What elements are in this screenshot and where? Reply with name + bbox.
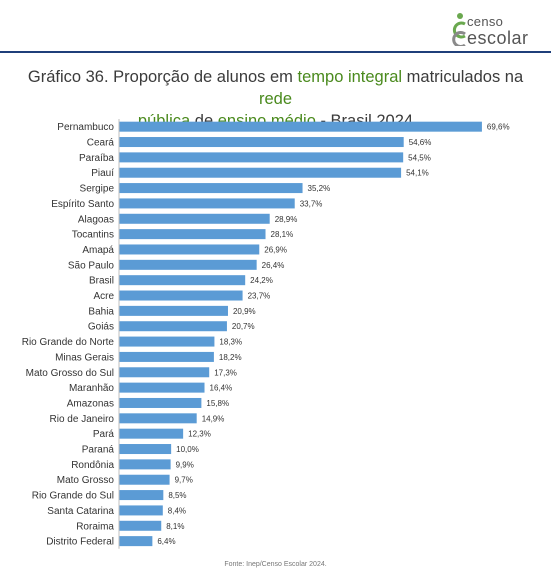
category-label: Goiás (88, 322, 114, 333)
data-label: 26,9% (264, 245, 287, 254)
category-label: Espírito Santo (51, 199, 114, 210)
data-label: 17,3% (214, 368, 237, 377)
category-label: Brasil (89, 276, 114, 287)
bar (119, 490, 164, 501)
data-label: 24,2% (250, 276, 273, 285)
category-label: Rio Grande do Norte (22, 337, 115, 348)
category-label: Piauí (91, 168, 114, 179)
category-label: Paraná (82, 445, 115, 456)
source-note: Fonte: Inep/Censo Escolar 2024. (224, 561, 327, 568)
bar (119, 121, 482, 132)
data-label: 10,0% (176, 445, 199, 454)
category-label: Bahia (88, 306, 114, 317)
category-label: Amazonas (67, 398, 114, 409)
bar-chart: Pernambuco 69,6% Ceará 54,6% Paraíba 54,5% Pia… (22, 119, 510, 549)
data-label: 18,2% (219, 353, 242, 362)
data-label: 33,7% (300, 199, 323, 208)
data-label: 69,6% (487, 123, 510, 132)
data-label: 8,4% (168, 506, 186, 515)
category-label: Rio Grande do Sul (32, 491, 114, 502)
category-label: Maranhão (69, 383, 114, 394)
data-label: 9,9% (176, 460, 194, 469)
title-part-1: Gráfico 36. Proporção de alunos em (27, 68, 298, 86)
bar (119, 137, 404, 148)
category-label: Pará (93, 429, 115, 440)
data-label: 35,2% (308, 184, 331, 193)
bar (119, 275, 246, 286)
category-label: Rondônia (71, 460, 114, 471)
censo-escolar-logo-icon (452, 13, 466, 46)
category-label: Pernambuco (57, 122, 114, 133)
category-label: Mato Grosso (57, 475, 115, 486)
category-label: Rio de Janeiro (50, 414, 115, 425)
logo-text-censo: censo (467, 14, 504, 29)
data-label: 8,1% (166, 522, 184, 531)
data-label: 8,5% (168, 491, 186, 500)
data-label: 16,4% (210, 384, 233, 393)
bar (119, 351, 214, 362)
data-label: 18,3% (219, 338, 242, 347)
category-label: Paraíba (79, 153, 114, 164)
data-label: 28,1% (271, 230, 294, 239)
category-label: Distrito Federal (46, 537, 114, 548)
category-label: Alagoas (78, 214, 114, 225)
data-label: 20,9% (233, 307, 256, 316)
category-label: Tocantins (72, 230, 114, 241)
bar (119, 444, 172, 455)
bar (119, 167, 402, 178)
title-part-3: matriculados na (402, 68, 524, 86)
data-label: 26,4% (262, 261, 285, 270)
bar (119, 152, 404, 163)
bar (119, 505, 163, 516)
bar (119, 474, 170, 485)
data-label: 54,5% (408, 153, 431, 162)
bar (119, 413, 197, 424)
category-label: Amapá (82, 245, 114, 256)
category-label: Roraima (76, 521, 114, 532)
category-label: Sergipe (80, 184, 115, 195)
bar (119, 213, 270, 224)
censo-escolar-logo: censo escolar (452, 10, 542, 50)
bar (119, 259, 257, 270)
data-label: 28,9% (275, 215, 298, 224)
bar (119, 290, 243, 301)
data-label: 14,9% (202, 414, 225, 423)
bar (119, 336, 215, 347)
category-label: Acre (93, 291, 114, 302)
logo-text-escolar: escolar (467, 28, 529, 48)
data-label: 54,1% (406, 169, 429, 178)
bar (119, 244, 260, 255)
bar (119, 305, 228, 316)
bar (119, 428, 184, 439)
bar (119, 382, 205, 393)
bar (119, 321, 227, 332)
header-rule (0, 51, 551, 53)
bar (119, 367, 210, 378)
data-label: 54,6% (409, 138, 432, 147)
data-label: 23,7% (248, 292, 271, 301)
bar (119, 183, 303, 194)
data-label: 6,4% (157, 537, 175, 546)
bar (119, 229, 266, 240)
category-label: Mato Grosso do Sul (26, 368, 114, 379)
title-highlight-rede: rede (258, 90, 293, 108)
bar (119, 459, 171, 470)
data-label: 15,8% (206, 399, 229, 408)
category-label: São Paulo (68, 260, 115, 271)
bar (119, 397, 202, 408)
data-label: 9,7% (175, 476, 193, 485)
title-highlight-tempo-integral: tempo integral (297, 68, 403, 86)
category-label: Minas Gerais (55, 352, 114, 363)
bar (119, 198, 295, 209)
data-label: 20,7% (232, 322, 255, 331)
header: censo escolar (0, 0, 551, 53)
category-label: Santa Catarina (47, 506, 114, 517)
category-label: Ceará (87, 138, 115, 149)
bar (119, 520, 162, 531)
data-label: 12,3% (188, 430, 211, 439)
bar (119, 536, 153, 547)
